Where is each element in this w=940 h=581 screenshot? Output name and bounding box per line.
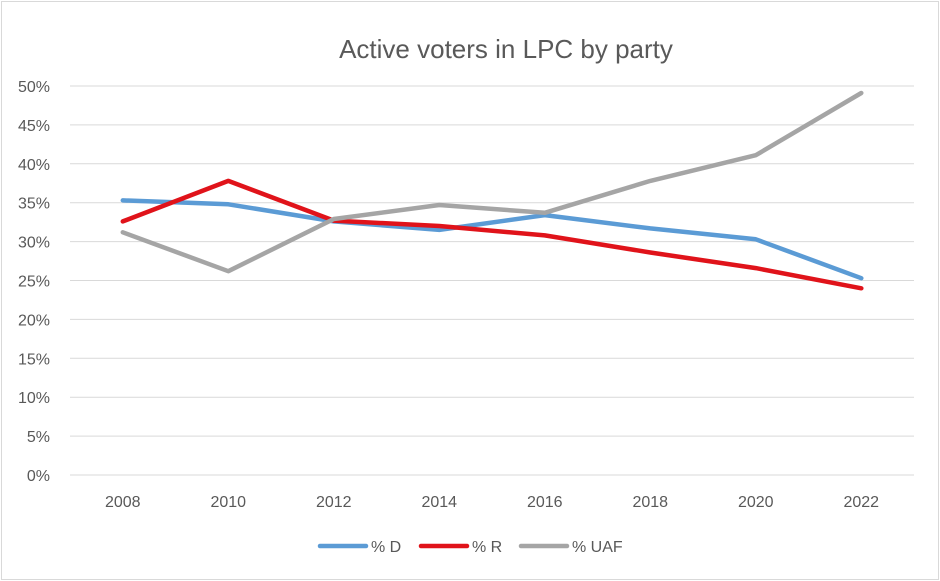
x-tick-label: 2008 [105,494,141,511]
gridlines [70,85,914,476]
legend-item-d: % D [317,539,401,556]
series-line-d [120,198,864,281]
y-tick-label: 20% [18,312,50,329]
y-tick-label: 50% [18,79,50,96]
legend-item-r: % R [418,539,502,556]
y-tick-label: 45% [18,118,50,135]
legend-label: % R [472,539,502,556]
x-tick-label: 2014 [421,494,457,511]
legend: % D % R % UAF [317,539,623,556]
y-tick-label: 5% [27,429,50,446]
chart-title: Active voters in LPC by party [339,34,673,64]
series-line-r [120,178,864,291]
y-tick-label: 25% [18,274,50,291]
y-axis-tick-labels: 0% 5% 10% 15% 20% 25% 30% 35% 40% 45% 50% [18,79,50,485]
legend-label: % UAF [572,539,623,556]
series-line-uaf [120,90,864,274]
y-tick-label: 30% [18,235,50,252]
series-lines [120,90,864,291]
y-tick-label: 10% [18,390,50,407]
x-tick-label: 2016 [527,494,563,511]
legend-item-uaf: % UAF [518,539,623,556]
x-tick-label: 2020 [738,494,774,511]
x-tick-label: 2010 [210,494,246,511]
x-tick-label: 2012 [316,494,352,511]
x-tick-label: 2022 [843,494,879,511]
y-tick-label: 0% [27,468,50,485]
x-axis-tick-labels: 2008 2010 2012 2014 2016 2018 2020 2022 [105,494,879,511]
y-tick-label: 40% [18,157,50,174]
x-tick-label: 2018 [632,494,668,511]
y-tick-label: 15% [18,351,50,368]
y-tick-label: 35% [18,196,50,213]
legend-label: % D [371,539,401,556]
